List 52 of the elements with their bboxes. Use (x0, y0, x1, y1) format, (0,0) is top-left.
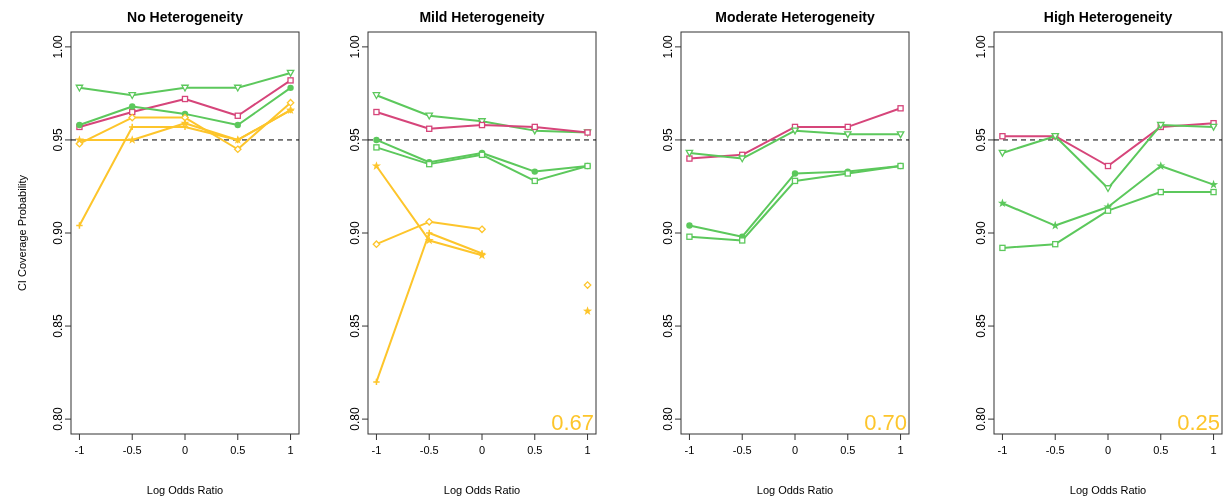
x-axis-title: Log Odds Ratio (756, 484, 834, 496)
x-tick-label: -0.5 (419, 444, 439, 456)
y-tick-label: 0.95 (661, 127, 675, 152)
y-tick-label: 0.90 (661, 221, 675, 245)
x-tick-label: -1 (74, 444, 85, 456)
chart-title: Mild Heterogeneity (419, 9, 545, 25)
y-tick-label: 0.90 (51, 221, 65, 245)
y-tick-label: 0.80 (51, 407, 65, 431)
x-axis-title: Log Odds Ratio (1069, 484, 1147, 496)
y-tick-label: 0.95 (974, 127, 988, 152)
y-tick-label: 0.80 (661, 407, 675, 431)
annotation: 0.67 (551, 410, 594, 435)
x-axis-title: Log Odds Ratio (146, 484, 224, 496)
x-tick-label: -1 (684, 444, 695, 456)
x-tick-label: -0.5 (122, 444, 142, 456)
x-tick-label: 1 (1210, 444, 1217, 456)
y-tick-label: 0.95 (51, 127, 65, 152)
y-tick-label: 1.00 (51, 34, 65, 59)
x-tick-label: -1 (371, 444, 382, 456)
y-tick-label: 0.80 (348, 407, 362, 431)
annotation: 0.70 (864, 410, 907, 435)
chart-title: Moderate Heterogeneity (715, 9, 875, 25)
y-tick-label: 0.95 (348, 127, 362, 152)
x-tick-label: 1 (287, 444, 294, 456)
x-tick-label: 0 (181, 444, 189, 456)
y-tick-label: 0.85 (348, 314, 362, 338)
x-tick-label: 0.5 (527, 444, 543, 456)
y-tick-label: 0.80 (974, 407, 988, 431)
x-tick-label: 1 (897, 444, 904, 456)
chart-title: High Heterogeneity (1043, 9, 1173, 25)
y-tick-label: 0.85 (974, 314, 988, 338)
y-axis-title: CI Coverage Probability (16, 174, 28, 292)
y-tick-label: 1.00 (348, 34, 362, 59)
y-tick-label: 1.00 (974, 34, 988, 59)
y-tick-label: 0.90 (974, 221, 988, 245)
chart-title: No Heterogeneity (127, 9, 244, 25)
x-tick-label: 0.5 (1153, 444, 1169, 456)
x-tick-label: -1 (997, 444, 1008, 456)
y-tick-label: 0.90 (348, 221, 362, 245)
x-tick-label: 1 (584, 444, 591, 456)
y-tick-label: 0.85 (51, 314, 65, 338)
x-tick-label: 0 (791, 444, 799, 456)
y-tick-label: 1.00 (661, 34, 675, 59)
x-tick-label: 0 (1104, 444, 1112, 456)
x-tick-label: 0.5 (840, 444, 856, 456)
x-tick-label: 0.5 (230, 444, 246, 456)
x-axis-title: Log Odds Ratio (443, 484, 521, 496)
y-tick-label: 0.85 (661, 314, 675, 338)
x-tick-label: -0.5 (732, 444, 752, 456)
x-tick-label: -0.5 (1045, 444, 1065, 456)
annotation: 0.25 (1177, 410, 1220, 435)
x-tick-label: 0 (478, 444, 486, 456)
